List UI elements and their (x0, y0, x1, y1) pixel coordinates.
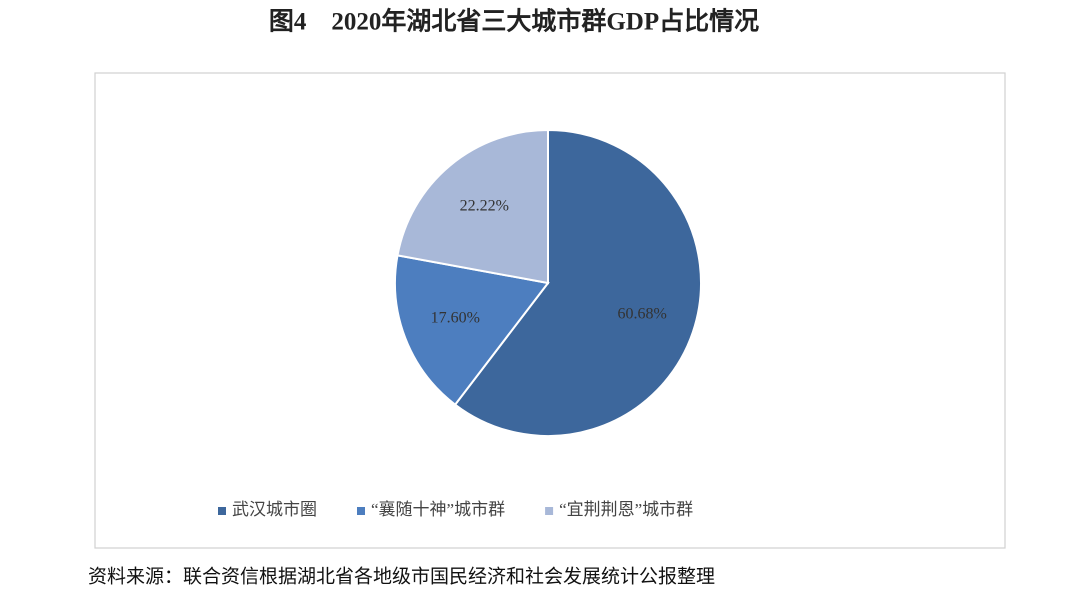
pie-slice (453, 128, 702, 437)
legend-swatch (545, 507, 554, 515)
legend-label: “宜荆荆恩”城市群 (559, 500, 693, 519)
legend-swatch (357, 507, 365, 515)
legend-label: 武汉城市圈 (232, 500, 317, 519)
legend-label: “襄随十神”城市群 (371, 499, 505, 519)
value-label: 60.68% (618, 306, 667, 323)
value-label: 22.22% (460, 197, 509, 214)
pie-slice (396, 128, 549, 285)
pie-slice (394, 254, 550, 407)
chart-title: 图4 2020年湖北省三大城市群GDP占比情况 (269, 7, 759, 36)
source-note: 资料来源：联合资信根据湖北省各地级市国民经济和社会发展统计公报整理 (88, 565, 715, 587)
value-label: 17.60% (431, 310, 480, 327)
legend-swatch (218, 507, 226, 515)
